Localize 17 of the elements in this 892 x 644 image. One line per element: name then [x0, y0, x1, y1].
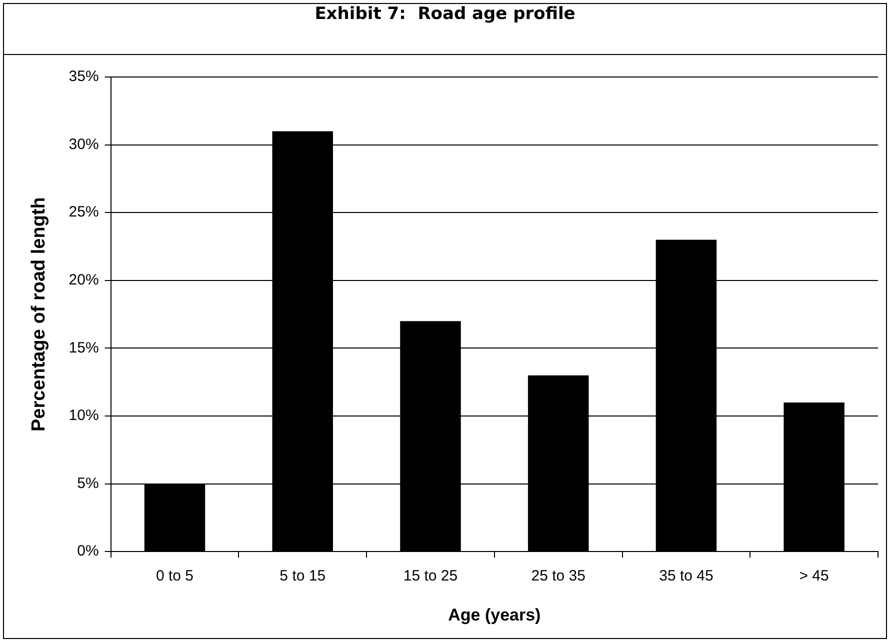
x-axis-title: Age (years): [448, 605, 541, 624]
y-tick-label: 30%: [68, 136, 99, 153]
y-tick-label: 0%: [77, 542, 99, 560]
y-axis-title: Percentage of road length: [28, 197, 50, 432]
y-tick-label: 15%: [68, 339, 99, 356]
y-tick-label: 20%: [68, 272, 99, 289]
y-tick-label: 10%: [68, 407, 99, 424]
y-tick-label: 25%: [68, 204, 99, 221]
chart-title: Exhibit 7: Road age profile: [4, 4, 886, 55]
y-tick-label: 35%: [68, 68, 99, 86]
x-tick-label: 5 to 15: [280, 568, 326, 585]
y-tick-label: 5%: [77, 474, 99, 492]
x-tick-label: 35 to 45: [659, 568, 714, 585]
x-tick-label: > 45: [799, 568, 829, 585]
x-tick-label: 25 to 35: [531, 568, 586, 585]
x-tick-label: 15 to 25: [403, 568, 458, 585]
x-tick-label: 0 to 5: [156, 568, 194, 585]
